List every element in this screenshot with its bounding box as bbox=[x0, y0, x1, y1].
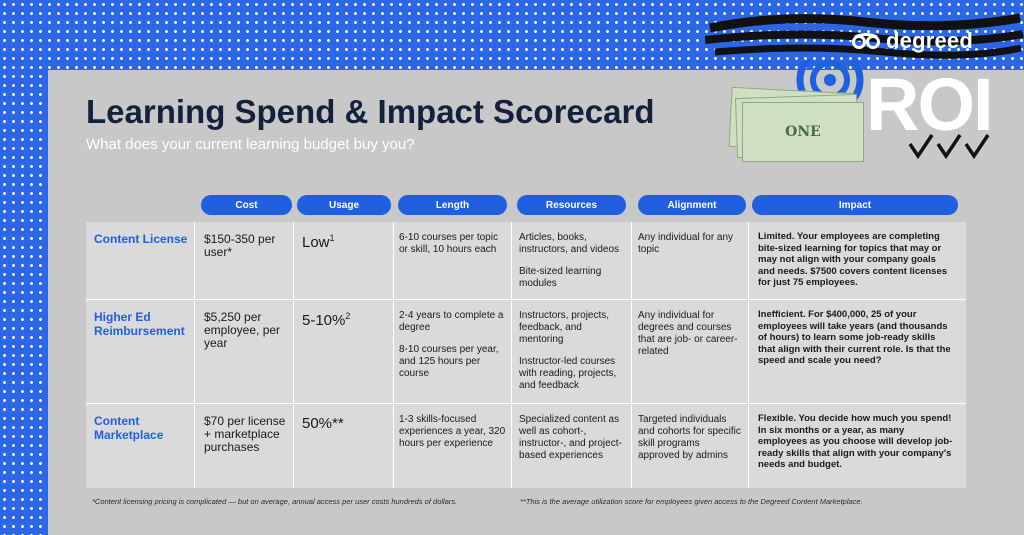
cell-cost: $5,250 per employee, per year bbox=[204, 310, 281, 350]
cell-usage: Low1 bbox=[302, 233, 335, 251]
logo-text: degreed bbox=[886, 28, 973, 53]
row-label-content-license: Content License bbox=[94, 232, 188, 246]
row-divider bbox=[86, 403, 966, 404]
cell-resources: Instructors, projects, feedback, and men… bbox=[519, 310, 617, 391]
degreed-logo: degreed bbox=[852, 28, 973, 54]
cell-length: 1-3 skills-focused experiences a year, 3… bbox=[399, 414, 506, 449]
cell-alignment: Any individual for any topic bbox=[638, 232, 734, 255]
cell-cost: $150-350 per user* bbox=[204, 232, 276, 259]
column-header-usage: Usage bbox=[297, 195, 391, 215]
column-divider bbox=[194, 222, 195, 488]
cell-length: 6-10 courses per topic or skill, 10 hour… bbox=[399, 232, 498, 255]
roi-artwork: ONE bbox=[720, 60, 1024, 170]
roi-text: ROI bbox=[866, 63, 994, 146]
cell-resources: Specialized content as well as cohort-, … bbox=[519, 414, 622, 461]
row-label-higher-ed: Higher Ed Reimbursement bbox=[94, 310, 185, 338]
dollar-bill-front: ONE bbox=[742, 102, 864, 162]
column-divider bbox=[631, 222, 632, 488]
footnote-marketplace-utilization: **This is the average utilization score … bbox=[520, 497, 863, 506]
cell-impact: Limited. Your employees are completing b… bbox=[758, 231, 948, 288]
column-header-length: Length bbox=[398, 195, 507, 215]
cell-resources: Articles, books, instructors, and videos… bbox=[519, 232, 620, 289]
column-header-resources: Resources bbox=[517, 195, 626, 215]
cell-length: 2-4 years to complete a degree 8-10 cour… bbox=[399, 310, 504, 379]
cell-impact: Inefficient. For $400,000, 25 of your em… bbox=[758, 309, 951, 366]
cell-alignment: Targeted individuals and cohorts for spe… bbox=[638, 414, 741, 461]
cell-usage: 5-10%2 bbox=[302, 311, 351, 329]
cell-impact: Flexible. You decide how much you spend!… bbox=[758, 413, 953, 470]
footnote-content-licensing: *Content licensing pricing is complicate… bbox=[92, 497, 458, 506]
column-divider bbox=[511, 222, 512, 488]
row-divider bbox=[86, 299, 966, 300]
column-divider bbox=[293, 222, 294, 488]
cell-cost: $70 per license + marketplace purchases bbox=[204, 414, 286, 454]
checkmarks-icon bbox=[908, 134, 990, 160]
cell-usage: 50%** bbox=[302, 415, 344, 432]
column-header-alignment: Alignment bbox=[638, 195, 746, 215]
table-body bbox=[86, 222, 966, 488]
degreed-glasses-icon bbox=[852, 33, 880, 49]
row-label-content-marketplace: Content Marketplace bbox=[94, 414, 164, 442]
column-divider bbox=[393, 222, 394, 488]
cell-alignment: Any individual for degrees and courses t… bbox=[638, 310, 738, 357]
column-divider bbox=[748, 222, 749, 488]
page-title: Learning Spend & Impact Scorecard bbox=[86, 93, 655, 130]
column-header-impact: Impact bbox=[752, 195, 958, 215]
page-subtitle: What does your current learning budget b… bbox=[86, 136, 415, 153]
column-header-cost: Cost bbox=[201, 195, 292, 215]
scorecard-table: Content License $150-350 per user* Low1 … bbox=[86, 222, 966, 488]
